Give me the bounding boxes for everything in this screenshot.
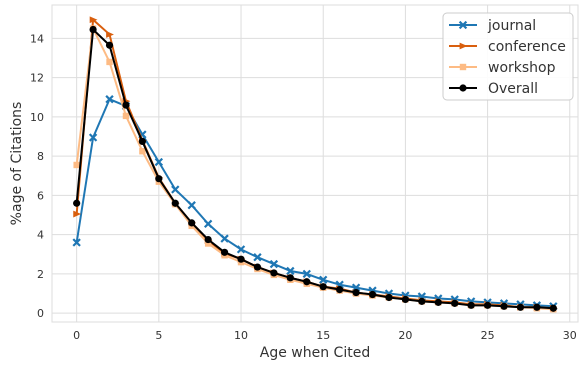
data-point-journal — [203, 219, 213, 229]
data-point-overall — [516, 303, 525, 311]
y-tick-label: 14 — [30, 32, 44, 45]
data-point-workshop — [122, 112, 130, 120]
data-point-overall — [418, 297, 426, 305]
x-tick-label: 0 — [73, 329, 80, 342]
data-point-conference — [73, 210, 82, 218]
legend-marker — [459, 42, 468, 50]
data-point-overall — [204, 235, 212, 244]
data-point-overall — [220, 248, 229, 256]
x-tick-label: 25 — [481, 329, 495, 342]
y-tick-label: 6 — [37, 189, 44, 202]
x-tick-label: 30 — [563, 329, 577, 342]
legend-marker — [459, 63, 467, 71]
data-point-overall — [138, 137, 147, 146]
series-journal — [72, 95, 558, 311]
data-point-overall — [549, 304, 557, 312]
data-point-journal — [302, 269, 311, 279]
legend-box — [442, 12, 574, 101]
legend-marker — [459, 84, 467, 92]
data-point-overall — [467, 301, 475, 309]
legend-label: journal — [487, 18, 536, 34]
data-point-workshop — [106, 58, 113, 66]
data-point-overall — [237, 255, 245, 263]
data-point-journal — [220, 234, 229, 243]
legend-item-overall: Overall — [449, 81, 538, 97]
data-point-overall — [533, 303, 541, 311]
data-point-journal — [236, 245, 246, 254]
data-point-journal — [187, 201, 196, 210]
y-axis-label: %age of Citations — [9, 102, 25, 226]
legend-label: Overall — [488, 81, 538, 97]
y-tick-label: 2 — [37, 268, 44, 281]
data-point-journal — [269, 259, 279, 269]
y-tick-label: 8 — [37, 150, 44, 163]
data-point-conference — [106, 31, 114, 38]
y-tick-label: 10 — [30, 111, 44, 124]
x-axis-label: Age when Cited — [260, 345, 370, 361]
data-point-overall — [286, 274, 294, 282]
legend: journal conference workshop Overall — [442, 12, 574, 101]
series-layer — [72, 16, 558, 313]
data-point-journal — [154, 157, 164, 167]
data-point-overall — [253, 263, 262, 271]
series-line-journal — [75, 98, 554, 308]
data-point-overall — [319, 283, 327, 291]
legend-item-workshop: workshop — [449, 60, 556, 76]
legend-item-journal: journal — [449, 18, 536, 34]
data-point-workshop — [204, 240, 212, 247]
y-tick-label: 0 — [37, 307, 44, 320]
x-tick-label: 20 — [398, 329, 412, 342]
data-point-overall — [73, 199, 81, 207]
data-point-overall — [451, 299, 459, 307]
data-point-overall — [500, 302, 508, 310]
y-tick-label: 12 — [30, 72, 44, 85]
legend-marker — [458, 20, 468, 30]
data-point-overall — [385, 293, 393, 302]
data-point-workshop — [139, 148, 146, 155]
x-tick-label: 5 — [155, 329, 162, 342]
data-point-overall — [171, 199, 179, 207]
data-point-journal — [88, 133, 98, 142]
data-point-overall — [155, 175, 163, 183]
data-point-overall — [401, 295, 410, 304]
x-tick-label: 10 — [234, 329, 248, 342]
data-point-overall — [188, 219, 196, 227]
data-point-journal — [72, 238, 81, 247]
data-point-journal — [319, 275, 328, 284]
data-point-workshop — [73, 161, 80, 169]
y-tick-label: 4 — [37, 229, 44, 242]
data-point-journal — [286, 266, 295, 276]
data-point-overall — [434, 298, 442, 306]
data-point-overall — [483, 301, 492, 309]
series-overall — [73, 25, 557, 312]
legend-item-conference: conference — [449, 39, 566, 55]
data-point-overall — [270, 269, 278, 277]
data-point-overall — [368, 290, 377, 299]
data-point-overall — [336, 286, 344, 294]
legend-label: workshop — [488, 60, 556, 76]
data-point-journal — [105, 95, 114, 104]
legend-label: conference — [488, 39, 566, 55]
data-point-overall — [352, 288, 360, 297]
data-point-journal — [253, 253, 262, 262]
data-point-overall — [105, 41, 114, 49]
data-point-overall — [89, 25, 97, 34]
data-point-journal — [171, 185, 180, 194]
data-point-overall — [122, 101, 130, 109]
data-point-conference — [89, 16, 98, 24]
tick-labels: 0 5 10 15 20 25 30 0 2 4 6 8 10 12 14 — [30, 32, 577, 342]
x-tick-label: 15 — [316, 329, 330, 342]
data-point-overall — [303, 278, 311, 286]
